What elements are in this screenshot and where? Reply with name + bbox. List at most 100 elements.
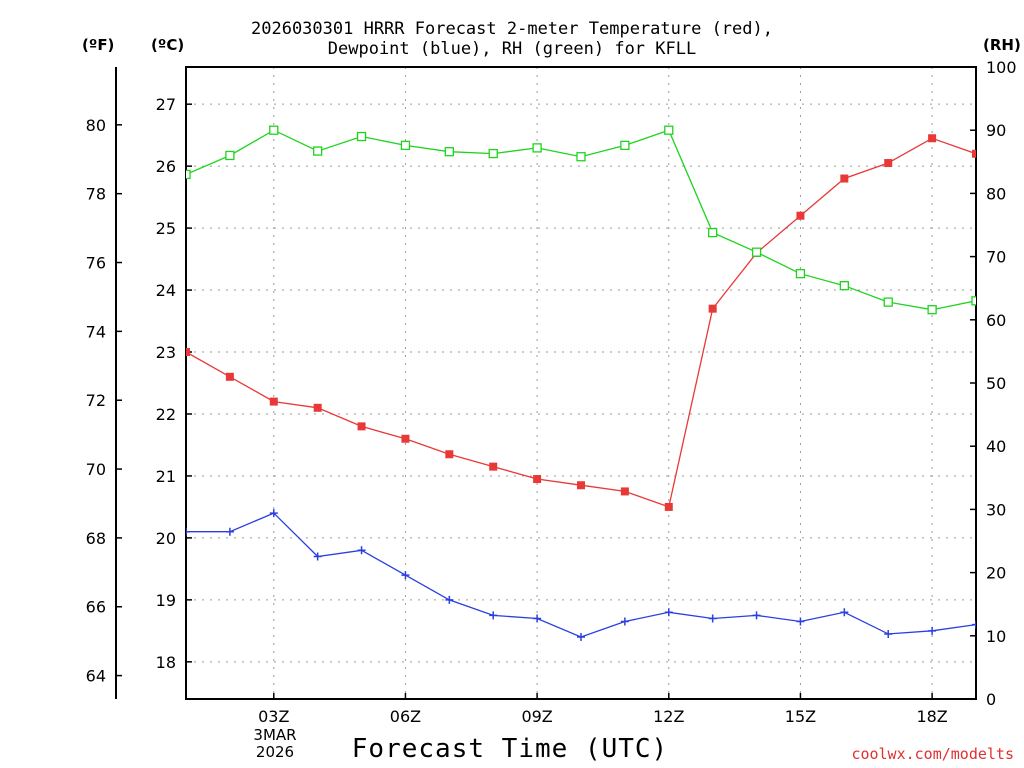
rh-point bbox=[620, 140, 630, 151]
fahrenheit-tick-label: 66 bbox=[86, 598, 106, 617]
rh-point bbox=[313, 146, 323, 156]
rh-point bbox=[971, 296, 976, 306]
plot-frame bbox=[185, 66, 977, 700]
rh-point bbox=[708, 227, 718, 238]
dewpoint-series bbox=[186, 509, 976, 642]
rh-point bbox=[400, 140, 411, 151]
celsius-tick-label: 21 bbox=[156, 467, 176, 486]
temperature-point bbox=[664, 502, 673, 511]
dewpoint-point bbox=[664, 608, 673, 617]
temperature-point bbox=[884, 159, 893, 168]
rh-tick-label: 20 bbox=[986, 564, 1006, 583]
fahrenheit-tick-label: 76 bbox=[86, 254, 106, 273]
fahrenheit-tick-label: 64 bbox=[86, 667, 106, 686]
celsius-tick-label: 20 bbox=[156, 529, 176, 548]
rh-point bbox=[532, 143, 542, 153]
dewpoint-point bbox=[269, 509, 278, 518]
fahrenheit-tick-label: 72 bbox=[86, 391, 106, 410]
dewpoint-point bbox=[752, 611, 761, 620]
temperature-point bbox=[577, 481, 585, 490]
rh-tick-label: 50 bbox=[986, 374, 1006, 393]
rh-tick-label: 10 bbox=[986, 627, 1006, 646]
dewpoint-point bbox=[577, 633, 585, 642]
temperature-point bbox=[796, 211, 805, 220]
rh-point bbox=[186, 169, 191, 180]
temperature-point bbox=[489, 462, 498, 471]
rh-point bbox=[751, 247, 762, 257]
temperature-point bbox=[186, 348, 190, 357]
source-credit[interactable]: coolwx.com/modelts bbox=[851, 745, 1014, 763]
x-tick-label: 09Z bbox=[521, 707, 552, 726]
rh-point bbox=[839, 281, 849, 291]
dewpoint-point bbox=[884, 629, 893, 638]
rh-tick-label: 90 bbox=[986, 121, 1006, 140]
rh-point bbox=[269, 125, 279, 135]
dewpoint-point bbox=[928, 626, 937, 635]
date-label: 3MAR 2026 bbox=[244, 727, 306, 761]
celsius-tick-label: 26 bbox=[156, 157, 176, 176]
x-tick-label: 15Z bbox=[785, 707, 816, 726]
x-tick-label: 03Z bbox=[258, 707, 289, 726]
chart-title-line2: Dewpoint (blue), RH (green) for KFLL bbox=[327, 39, 697, 59]
x-axis-title: Forecast Time (UTC) bbox=[351, 734, 669, 764]
temperature-point bbox=[840, 174, 849, 183]
celsius-tick-label: 19 bbox=[156, 591, 176, 610]
temperature-series bbox=[186, 134, 976, 511]
chart-title-line1: 2026030301 HRRR Forecast 2-meter Tempera… bbox=[251, 19, 773, 39]
celsius-unit-label: (ºC) bbox=[151, 36, 185, 54]
celsius-tick-label: 24 bbox=[156, 281, 176, 300]
dewpoint-point bbox=[445, 595, 454, 604]
x-tick-label: 06Z bbox=[390, 707, 421, 726]
rh-point bbox=[883, 297, 893, 307]
dewpoint-point bbox=[489, 611, 498, 620]
fahrenheit-tick-label: 78 bbox=[86, 185, 106, 204]
dewpoint-point bbox=[972, 620, 976, 629]
fahrenheit-tick-label: 74 bbox=[86, 322, 106, 341]
rh-tick-label: 60 bbox=[986, 311, 1006, 330]
celsius-tick-label: 22 bbox=[156, 405, 176, 424]
fahrenheit-tick-label: 70 bbox=[86, 460, 106, 479]
x-tick-label: 12Z bbox=[653, 707, 684, 726]
temperature-point bbox=[445, 450, 454, 459]
temperature-line bbox=[186, 137, 976, 508]
dewpoint-point bbox=[533, 614, 542, 623]
dewpoint-line bbox=[186, 512, 976, 638]
rh-tick-label: 70 bbox=[986, 248, 1006, 267]
dewpoint-point bbox=[708, 614, 717, 623]
temperature-point bbox=[225, 372, 234, 381]
temperature-point bbox=[928, 134, 937, 143]
celsius-tick-label: 25 bbox=[156, 219, 176, 238]
fahrenheit-tick-label: 80 bbox=[86, 116, 106, 135]
temperature-point bbox=[972, 149, 976, 158]
dewpoint-point bbox=[313, 552, 322, 561]
rh-point bbox=[444, 147, 454, 157]
rh-point bbox=[927, 305, 937, 315]
rh-series bbox=[186, 125, 976, 315]
rh-point bbox=[356, 131, 367, 142]
dewpoint-point bbox=[840, 608, 849, 617]
temperature-point bbox=[357, 422, 366, 431]
rh-tick-label: 30 bbox=[986, 500, 1006, 519]
temperature-point bbox=[313, 403, 322, 412]
temperature-point bbox=[533, 475, 542, 484]
rh-tick-label: 40 bbox=[986, 437, 1006, 456]
dewpoint-point bbox=[796, 617, 805, 626]
rh-point bbox=[488, 148, 498, 159]
rh-point bbox=[225, 150, 235, 161]
celsius-tick-label: 18 bbox=[156, 653, 176, 672]
fahrenheit-unit-label: (ºF) bbox=[82, 36, 115, 54]
temperature-point bbox=[269, 397, 278, 406]
dewpoint-point bbox=[186, 527, 190, 536]
celsius-tick-label: 23 bbox=[156, 343, 176, 362]
rh-point bbox=[795, 269, 806, 279]
dewpoint-point bbox=[620, 617, 629, 626]
rh-tick-label: 100 bbox=[986, 58, 1017, 77]
temperature-point bbox=[708, 304, 717, 313]
rh-point bbox=[664, 125, 674, 135]
dewpoint-point bbox=[225, 527, 234, 536]
x-tick-label: 18Z bbox=[916, 707, 947, 726]
rh-unit-label: (RH) bbox=[983, 36, 1021, 54]
fahrenheit-tick-label: 68 bbox=[86, 529, 106, 548]
rh-tick-label: 80 bbox=[986, 184, 1006, 203]
